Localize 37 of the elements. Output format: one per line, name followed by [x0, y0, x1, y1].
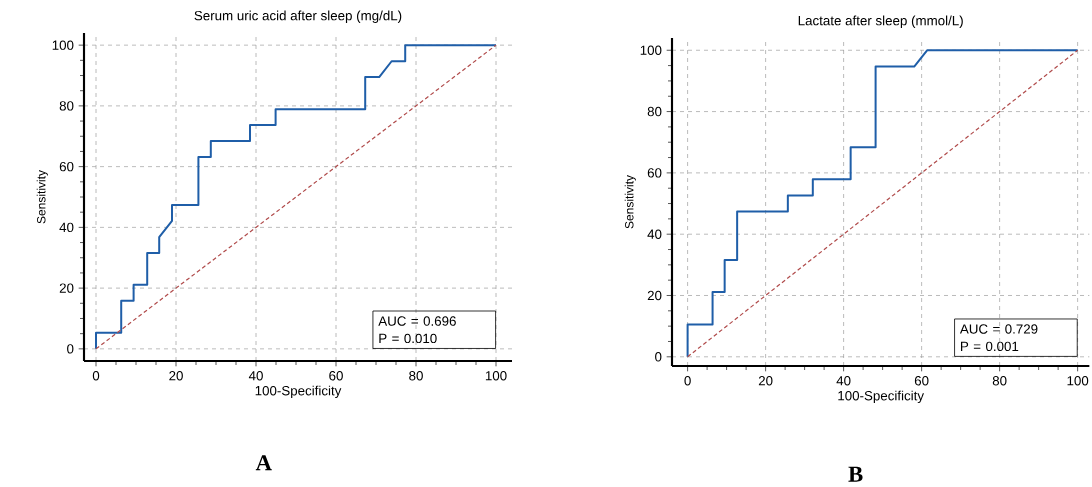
- annotation: AUC = 0.729: [959, 324, 1038, 334]
- y-tick-label: 60: [59, 161, 74, 172]
- y-tick-label: 80: [647, 106, 662, 117]
- y-axis-title: Sensitivity: [624, 175, 636, 229]
- chart-title: Serum uric acid after sleep (mg/dL): [194, 10, 402, 23]
- y-tick-label: 60: [647, 168, 662, 178]
- y-tick-label: 0: [67, 344, 74, 354]
- y-tick-label: 100: [640, 45, 662, 55]
- x-tick-label: 20: [169, 371, 183, 381]
- x-tick-label: 80: [409, 371, 423, 381]
- y-tick-label: 20: [59, 283, 74, 293]
- line-series: [95, 44, 497, 350]
- x-tick-label: 100: [485, 371, 507, 381]
- y-axis-title: Sensitivity: [36, 170, 48, 224]
- x-axis-title: 100-Specificity: [255, 385, 342, 399]
- x-tick-label: 40: [248, 371, 263, 381]
- annotation: P = 0.001: [960, 341, 1019, 352]
- x-tick-label: 60: [914, 376, 929, 386]
- x-tick-label: 0: [92, 371, 100, 381]
- text: A: [255, 455, 272, 471]
- x-tick-label: 80: [992, 376, 1007, 386]
- y-tick-label: 40: [59, 222, 74, 233]
- y-tick-label: 20: [647, 290, 662, 301]
- y-tick-label: 0: [655, 352, 662, 362]
- x-tick-label: 40: [836, 376, 851, 386]
- x-tick-label: 0: [684, 376, 691, 386]
- text: B: [848, 466, 863, 482]
- x-axis-title: 100-Specificity: [838, 390, 924, 404]
- x-tick-label: 100: [1067, 376, 1089, 386]
- y-tick-label: 80: [59, 101, 74, 111]
- chart-title: Lactate after sleep (mmol/L): [798, 15, 963, 28]
- y-tick-label: 100: [52, 40, 74, 50]
- x-tick-label: 20: [758, 376, 773, 386]
- y-tick-label: 40: [647, 229, 662, 239]
- annotation: P = 0.010: [379, 333, 437, 344]
- x-tick-label: 60: [329, 371, 343, 381]
- annotation: AUC = 0.696: [378, 316, 456, 326]
